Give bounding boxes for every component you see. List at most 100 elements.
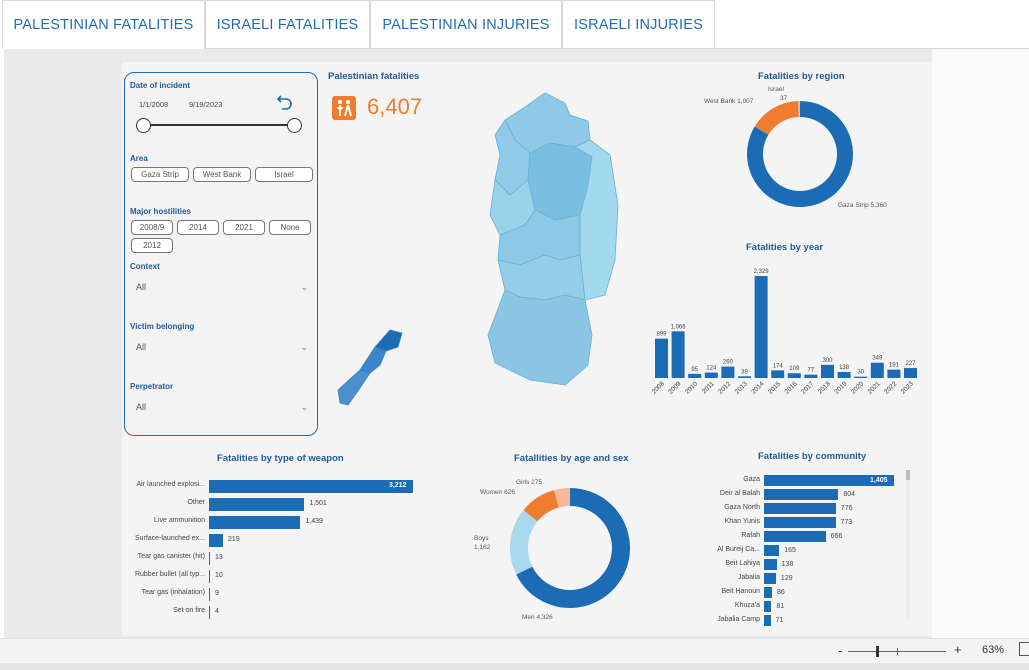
weapon-bar xyxy=(209,570,210,583)
tab-palestinian-injuries[interactable]: PALESTINIAN INJURIES xyxy=(370,0,562,49)
community-category-label: Beit Lahiya xyxy=(725,560,760,567)
year-bar-2011 xyxy=(704,372,718,378)
weapon-category-label: Tear gas (inhalation) xyxy=(141,589,205,596)
context-value: All xyxy=(136,282,147,292)
status-bar: - + 63% xyxy=(0,638,1029,663)
area-west-bank-button[interactable]: West Bank xyxy=(193,167,251,182)
weapon-value-label: 1,501 xyxy=(309,499,327,507)
zoom-slider-tick xyxy=(897,648,898,655)
year-bar-2016 xyxy=(787,373,801,378)
year-value-label: 95 xyxy=(691,367,698,373)
year-tick-label: 2020 xyxy=(850,380,865,395)
weapon-bar xyxy=(209,480,413,493)
community-scrollbar-thumb[interactable] xyxy=(906,470,910,480)
tab-israeli-fatalities[interactable]: ISRAELI FATALITIES xyxy=(205,0,370,49)
context-dropdown[interactable]: All ⌄ xyxy=(136,282,308,298)
chevron-down-icon: ⌄ xyxy=(300,282,308,292)
tab-label: PALESTINIAN INJURIES xyxy=(382,16,550,33)
fit-page-icon[interactable] xyxy=(1019,642,1029,656)
year-value-label: 191 xyxy=(889,363,900,369)
community-category-label: Gaza xyxy=(743,476,760,483)
year-value-label: 899 xyxy=(656,332,667,338)
year-bar-chart: 89920081,0662009952010124201126020123920… xyxy=(651,269,917,396)
age-value-boys: 1,162 xyxy=(474,544,491,551)
year-chart-title: Fatalities by year xyxy=(746,242,824,253)
date-slider-end-handle[interactable] xyxy=(287,118,302,133)
weapon-category-label: Surface-launched ex... xyxy=(134,535,205,542)
map-gaza-middle xyxy=(359,346,387,374)
zoom-level: 63% xyxy=(982,644,1005,656)
age-sex-donut-chart xyxy=(510,488,630,608)
community-scrollbar[interactable] xyxy=(906,470,910,620)
community-category-label: Al Bureij Ca... xyxy=(717,546,760,553)
year-tick-label: 2012 xyxy=(717,380,732,395)
map-region-east xyxy=(574,139,619,301)
weapon-bar xyxy=(209,606,210,619)
tab-bar-divider xyxy=(715,48,1029,49)
weapon-category-label: Rubber bullet (all typ... xyxy=(134,571,205,578)
hostilities-filter-label: Major hostilities xyxy=(130,207,191,216)
hostilities-none-button[interactable]: None xyxy=(269,220,311,235)
region-slice-israel xyxy=(798,101,800,118)
year-value-label: 349 xyxy=(872,356,883,362)
year-bar-2008 xyxy=(655,338,668,378)
weapon-bar xyxy=(209,552,210,565)
weapon-category-label: Air launched explosi... xyxy=(136,481,205,488)
year-value-label: 1,066 xyxy=(671,324,687,330)
community-bar xyxy=(764,615,771,626)
year-bar-2013 xyxy=(738,376,751,378)
tab-palestinian-fatalities[interactable]: PALESTINIAN FATALITIES xyxy=(2,0,205,49)
zoom-in-button[interactable]: + xyxy=(954,642,962,657)
weapon-bar xyxy=(209,516,301,529)
map-gaza-north xyxy=(374,329,403,352)
weapon-value-label: 4 xyxy=(215,607,219,615)
community-bar xyxy=(764,517,836,528)
map-region-south xyxy=(487,289,593,386)
year-tick-label: 2008 xyxy=(651,380,666,395)
area-gaza-strip-button[interactable]: Gaza Strip xyxy=(131,167,189,182)
victim-dropdown[interactable]: All ⌄ xyxy=(136,342,308,358)
date-slider-track[interactable] xyxy=(144,124,294,126)
tab-label: ISRAELI FATALITIES xyxy=(216,16,359,33)
community-bar xyxy=(764,475,894,486)
year-value-label: 138 xyxy=(839,365,850,371)
chevron-down-icon: ⌄ xyxy=(300,342,308,352)
year-value-label: 30 xyxy=(857,370,864,376)
date-filter-label: Date of incident xyxy=(130,81,191,90)
zoom-slider-handle[interactable] xyxy=(876,646,879,657)
year-tick-label: 2011 xyxy=(701,380,716,395)
fatalities-map xyxy=(337,92,619,406)
community-bar xyxy=(764,573,776,584)
kpi-title: Palestinian fatalities xyxy=(328,71,420,82)
reset-icon[interactable] xyxy=(275,91,295,111)
community-chart-title: Fatalities by community xyxy=(758,451,867,462)
weapon-category-label: Live ammunition xyxy=(154,517,205,524)
weapon-value-label: 1,439 xyxy=(305,517,323,525)
hostilities-2008-button[interactable]: 2008/9 xyxy=(131,220,173,235)
community-value-label: 81 xyxy=(776,602,785,610)
date-slider-start-handle[interactable] xyxy=(136,118,151,133)
community-bar xyxy=(764,587,772,598)
hostilities-2014-button[interactable]: 2014 xyxy=(177,220,219,235)
map-gaza-south xyxy=(337,369,371,406)
tab-bar: PALESTINIAN FATALITIES ISRAELI FATALITIE… xyxy=(0,0,1029,49)
year-bar-2019 xyxy=(837,371,851,378)
year-bar-2010 xyxy=(688,373,702,378)
area-israel-button[interactable]: Israel xyxy=(255,167,313,182)
weapon-value-label: 3,212 xyxy=(389,481,407,489)
hostilities-2012-button[interactable]: 2012 xyxy=(131,238,173,253)
year-bar-2018 xyxy=(821,364,834,378)
zoom-out-button[interactable]: - xyxy=(838,643,843,658)
weapon-value-label: 10 xyxy=(215,571,223,579)
region-label-gaza: Gaza Strip 5,360 xyxy=(838,202,887,209)
weapon-chart-title: Fatalities by type of weapon xyxy=(217,453,344,464)
perpetrator-filter-label: Perpetrator xyxy=(130,382,174,391)
perpetrator-dropdown[interactable]: All ⌄ xyxy=(136,402,308,418)
tab-israeli-injuries[interactable]: ISRAELI INJURIES xyxy=(562,0,715,49)
community-category-label: Khan Yunis xyxy=(724,518,760,525)
community-value-label: 776 xyxy=(840,504,853,512)
hostilities-2021-button[interactable]: 2021 xyxy=(223,220,265,235)
age-label-men: Men 4,326 xyxy=(522,614,553,621)
victim-value: All xyxy=(136,342,147,352)
